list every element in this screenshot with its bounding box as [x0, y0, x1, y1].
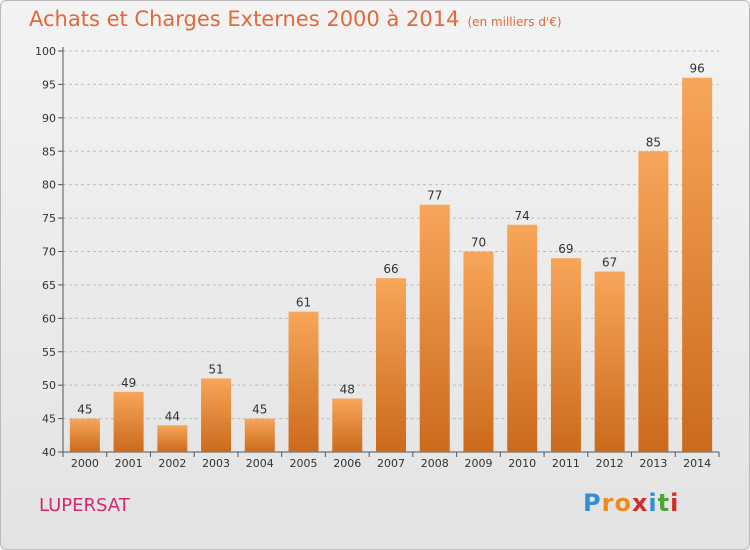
y-tick-label: 40	[42, 446, 56, 459]
data-label: 96	[689, 62, 704, 76]
bar	[244, 418, 275, 452]
x-tick-label: 2003	[202, 457, 230, 470]
x-tick-label: 2006	[333, 457, 361, 470]
chart-title-main: Achats et Charges Externes 2000 à 2014	[29, 7, 460, 31]
axes: 40 45 50 55 60 65 70 75 80 85 90 95 100 2000 2001 2002 2…	[35, 45, 720, 470]
x-tick-label: 2007	[377, 457, 405, 470]
x-tick-label: 2008	[421, 457, 449, 470]
data-label: 70	[471, 236, 486, 250]
y-tick-label: 45	[42, 413, 56, 426]
proxiti-logo[interactable]: Proxiti	[583, 489, 679, 517]
data-label: 66	[383, 262, 398, 276]
commune-name: LUPERSAT	[39, 495, 130, 516]
bar	[419, 204, 450, 452]
bar	[507, 224, 538, 452]
y-tick-label: 55	[42, 346, 56, 359]
bar	[201, 378, 232, 452]
y-tick-label: 95	[42, 78, 56, 91]
x-tick-label: 2013	[639, 457, 667, 470]
data-label: 45	[77, 403, 92, 417]
logo-letter: t	[657, 489, 671, 517]
data-label: 67	[602, 256, 617, 270]
y-tick-label: 50	[42, 379, 56, 392]
bar	[288, 311, 319, 452]
x-tick-label: 2004	[246, 457, 274, 470]
x-tick-label: 2009	[464, 457, 492, 470]
x-tick-label: 2012	[596, 457, 624, 470]
chart-title: Achats et Charges Externes 2000 à 2014 (e…	[29, 7, 562, 31]
data-label: 49	[121, 376, 136, 390]
bar	[550, 258, 581, 452]
bar	[113, 391, 144, 452]
data-label: 74	[515, 209, 530, 223]
logo-letter: P	[583, 489, 602, 517]
logo-letter: x	[631, 489, 649, 517]
y-tick-label: 75	[42, 212, 56, 225]
y-tick-label: 80	[42, 179, 56, 192]
bar	[463, 251, 494, 452]
y-tick-label: 65	[42, 279, 56, 292]
data-label: 45	[252, 403, 267, 417]
x-tick-label: 2011	[552, 457, 580, 470]
bars	[69, 77, 713, 452]
y-tick-label: 90	[42, 112, 56, 125]
data-label: 61	[296, 296, 311, 310]
bar	[332, 398, 363, 452]
bar	[594, 271, 625, 452]
logo-letter: r	[601, 489, 615, 517]
bar	[69, 418, 100, 452]
logo-letter: i	[648, 489, 658, 517]
chart-title-unit: (en milliers d'€)	[467, 15, 562, 29]
x-tick-label: 2001	[115, 457, 143, 470]
bar	[638, 151, 669, 452]
data-label: 69	[558, 242, 573, 256]
data-label: 77	[427, 189, 442, 203]
logo-letter: o	[614, 489, 632, 517]
x-tick-label: 2010	[508, 457, 536, 470]
data-label: 85	[646, 135, 661, 149]
bar	[157, 425, 188, 452]
bar	[376, 278, 406, 452]
bar	[682, 77, 713, 452]
data-label: 44	[165, 409, 180, 423]
data-label: 48	[340, 383, 355, 397]
x-tick-label: 2014	[683, 457, 711, 470]
x-tick-label: 2002	[158, 457, 186, 470]
data-label: 51	[208, 362, 223, 376]
x-tick-label: 2000	[71, 457, 99, 470]
logo-letter: i	[670, 489, 680, 517]
x-tick-label: 2005	[290, 457, 318, 470]
labels: 45 49 44 51 45 61 48 66 77 70 74 69 67 85 96	[77, 62, 705, 424]
y-tick-label: 60	[42, 312, 56, 325]
y-tick-label: 100	[35, 45, 56, 58]
y-tick-label: 70	[42, 246, 56, 259]
y-tick-label: 85	[42, 145, 56, 158]
